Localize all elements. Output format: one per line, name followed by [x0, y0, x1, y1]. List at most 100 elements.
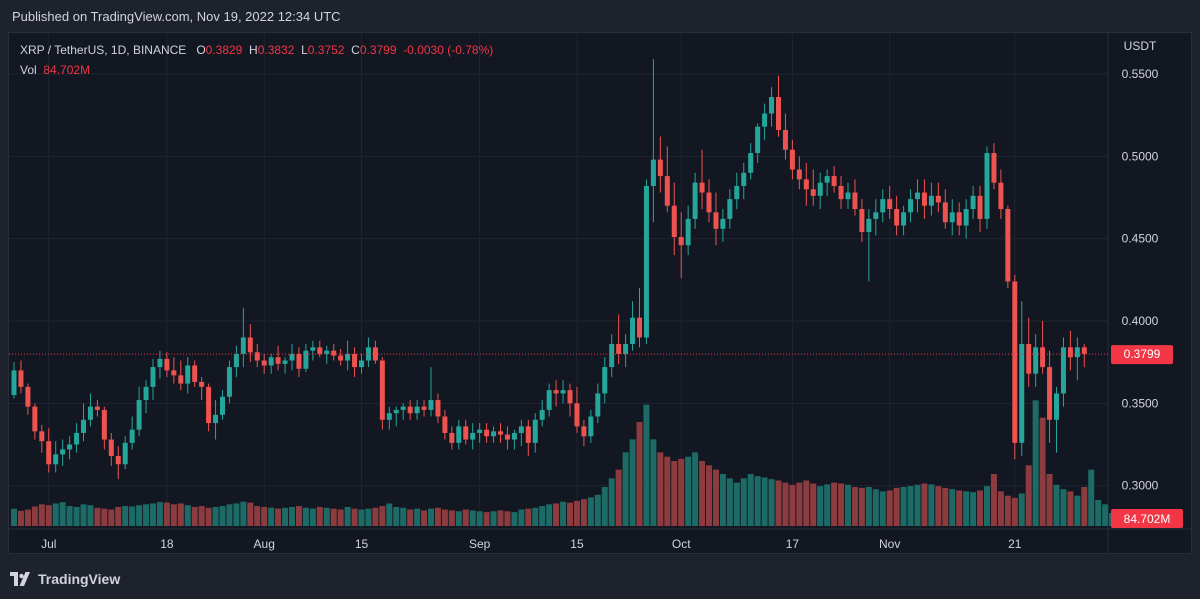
- volume-bar: [1046, 474, 1053, 526]
- candle: [630, 301, 636, 351]
- volume-bar: [699, 461, 706, 526]
- candle: [755, 123, 761, 163]
- volume-bar: [719, 474, 726, 526]
- volume-bar: [448, 510, 455, 526]
- candle: [498, 423, 503, 443]
- time-axis[interactable]: Jul 18 Aug 15 Sep 15 Oct 17 Nov 21: [41, 537, 1022, 551]
- candle: [1047, 350, 1053, 443]
- volume-bar: [441, 509, 448, 526]
- candle: [560, 380, 566, 404]
- candle: [616, 314, 622, 364]
- volume-bar: [254, 506, 261, 526]
- candle-body: [1054, 393, 1059, 420]
- y-tick-label: 0.3500: [1122, 396, 1159, 410]
- candle: [1012, 274, 1018, 460]
- volume-bar: [1032, 400, 1039, 526]
- x-tick-label: 21: [1008, 537, 1022, 551]
- volume-bar: [1018, 493, 1025, 526]
- volume-bar: [87, 505, 94, 526]
- volume-bar: [233, 503, 240, 526]
- candle: [609, 334, 615, 377]
- candle: [1005, 205, 1011, 289]
- tradingview-logo-icon: [10, 572, 30, 586]
- candle: [915, 179, 920, 213]
- candle: [567, 383, 573, 417]
- candle: [845, 182, 851, 210]
- candle: [991, 143, 997, 190]
- brand-name: TradingView: [38, 571, 121, 587]
- candle-body: [261, 360, 267, 366]
- candle: [574, 386, 580, 433]
- volume-bar: [205, 507, 212, 526]
- volume-bar: [31, 506, 38, 526]
- volume-bar: [1081, 487, 1088, 526]
- candle: [115, 446, 121, 480]
- candle-body: [650, 159, 656, 186]
- candle: [623, 334, 629, 368]
- candle: [421, 400, 427, 417]
- volume-bar: [525, 508, 532, 526]
- candle-body: [915, 192, 920, 200]
- symbol-label[interactable]: XRP / TetherUS, 1D, BINANCE: [20, 43, 187, 57]
- publish-line: Published on TradingView.com, Nov 19, 20…: [12, 9, 341, 24]
- candle: [935, 182, 941, 213]
- candle-body: [1047, 367, 1053, 420]
- volume-bar: [400, 507, 407, 526]
- candle-body: [463, 426, 469, 440]
- volume-bar: [956, 490, 963, 526]
- candle-body: [324, 350, 330, 354]
- volume-bar: [907, 486, 914, 526]
- publish-bar: Published on TradingView.com, Nov 19, 20…: [0, 0, 1200, 32]
- low-value: 0.3752: [307, 43, 345, 57]
- candle-body: [213, 414, 219, 424]
- volume-bar: [393, 506, 400, 526]
- candle-body: [643, 185, 649, 338]
- volume-bar: [963, 491, 970, 526]
- candle-body: [727, 199, 733, 219]
- candle: [525, 419, 531, 457]
- candle: [810, 169, 816, 206]
- y-tick-label: 0.5500: [1122, 67, 1159, 81]
- candle: [407, 400, 413, 420]
- candle: [963, 199, 969, 239]
- volume-bar: [101, 508, 108, 526]
- price-axis[interactable]: USDT 0.3000 0.3500 0.4000 0.4500 0.5000 0.550…: [1122, 39, 1159, 493]
- candle: [67, 436, 73, 460]
- candle-body: [220, 396, 225, 415]
- candle-body: [748, 153, 754, 173]
- candle-body: [386, 413, 392, 420]
- candle-body: [407, 406, 413, 414]
- candle: [894, 195, 900, 236]
- candle-body: [428, 400, 434, 410]
- volume-bar: [476, 511, 483, 526]
- candle: [393, 406, 399, 427]
- volume-bar: [740, 478, 747, 526]
- candle: [282, 357, 288, 374]
- volume-bar: [275, 508, 282, 526]
- candle: [74, 423, 80, 453]
- volume-bar: [490, 511, 497, 526]
- candle: [296, 347, 302, 377]
- candle-body: [664, 176, 670, 206]
- price-badge: 0.3799: [1111, 345, 1173, 365]
- volume-bar: [497, 510, 504, 526]
- candle: [1081, 344, 1087, 368]
- volume-bar: [838, 483, 845, 526]
- volume-bar: [796, 482, 803, 526]
- volume-bar: [379, 506, 386, 526]
- volume-bar: [587, 497, 594, 526]
- volume-bar: [434, 507, 441, 526]
- candle-body: [226, 367, 232, 397]
- candle-body: [504, 434, 510, 440]
- candle-body: [1081, 347, 1087, 354]
- candle: [372, 340, 378, 364]
- candle: [1054, 386, 1059, 453]
- volume-bar: [268, 507, 275, 526]
- volume-bar: [59, 502, 66, 526]
- candle-body: [525, 426, 531, 443]
- candle-body: [150, 367, 156, 387]
- chart-frame[interactable]: [8, 32, 1192, 554]
- candle-body: [678, 237, 684, 246]
- candle-body: [977, 195, 983, 219]
